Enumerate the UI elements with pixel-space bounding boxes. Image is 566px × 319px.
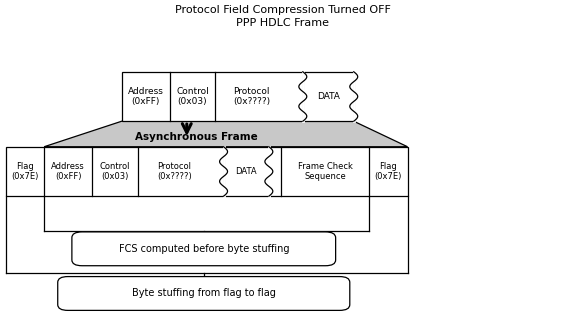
Polygon shape [44,121,408,147]
Bar [6,147,408,196]
Text: FCS computed before byte stuffing: FCS computed before byte stuffing [118,244,289,254]
Text: DATA: DATA [317,92,340,101]
Text: Protocol Field Compression Turned OFF: Protocol Field Compression Turned OFF [175,5,391,15]
Text: Flag
(0x7E): Flag (0x7E) [11,162,38,181]
Text: Frame Check
Sequence: Frame Check Sequence [298,162,353,181]
Text: Flag
(0x7E): Flag (0x7E) [375,162,402,181]
Text: PPP HDLC Frame: PPP HDLC Frame [237,18,329,27]
FancyBboxPatch shape [58,277,350,310]
Text: Control
(0x03): Control (0x03) [100,162,130,181]
FancyBboxPatch shape [72,232,336,266]
Text: Byte stuffing from flag to flag: Byte stuffing from flag to flag [132,288,276,299]
Text: Asynchronous Frame: Asynchronous Frame [135,132,258,142]
Text: Protocol
(0x????): Protocol (0x????) [157,162,192,181]
Text: Protocol
(0x????): Protocol (0x????) [233,87,271,106]
Text: Address
(0xFF): Address (0xFF) [52,162,85,181]
Bar [122,72,354,121]
Text: DATA: DATA [235,167,257,176]
Text: Address
(0xFF): Address (0xFF) [128,87,164,106]
Text: Control
(0x03): Control (0x03) [176,87,209,106]
